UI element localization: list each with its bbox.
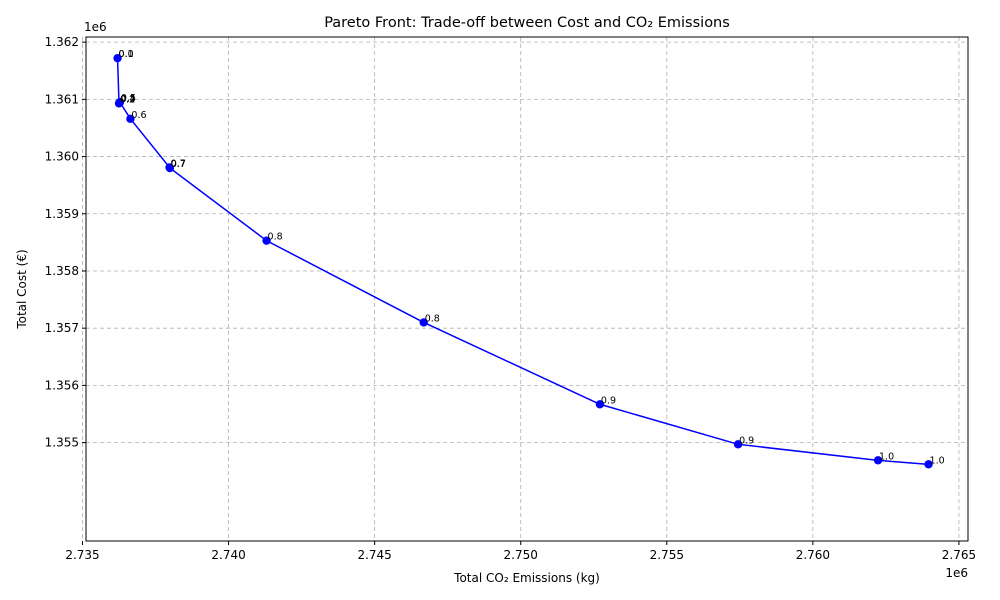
annotations: 0.10.00.20.30.40.50.60.70.70.80.80.90.91… [119,49,945,466]
data-point [113,53,122,63]
data-point [595,400,605,409]
point-annotation: 0.2 [120,94,135,105]
x-tick-label: 2.745 [357,548,391,562]
x-tick-label: 2.755 [650,548,684,562]
data-point [262,236,271,245]
x-tick-label: 2.765 [942,548,976,562]
x-tick-label: 2.750 [504,548,538,562]
y-axis-offset-text: 1e6 [84,20,107,34]
point-annotation: 0.6 [131,110,146,121]
y-tick-label: 1.355 [45,436,79,450]
y-tick-label: 1.357 [45,321,79,335]
x-axis-offset-text: 1e6 [945,566,968,580]
x-tick-label: 2.760 [796,548,830,562]
data-point [873,456,883,465]
point-annotation: 0.3 [120,94,135,105]
y-tick-label: 1.362 [45,35,79,49]
series [113,53,933,469]
y-tick-label: 1.359 [45,207,79,221]
point-annotation: 0.1 [119,49,134,60]
y-tick-label: 1.358 [45,264,79,278]
ticks: 2.735 2.740 2.745 2.750 2.755 2.760 2.765 1.355… [45,35,976,562]
y-axis-label: Total Cost (€) [15,249,29,329]
point-annotation: 0.5 [121,93,136,104]
point-annotation: 0.7 [171,158,186,169]
point-annotation: 0.9 [601,395,616,406]
data-point [419,318,428,327]
point-annotation: 0.8 [425,313,440,324]
chart-title: Pareto Front: Trade-off between Cost and… [324,15,730,31]
point-annotation: 1.0 [930,455,945,466]
point-annotation: 1.0 [879,451,894,462]
data-point [115,98,125,107]
data-point [126,114,135,124]
x-tick-label: 2.740 [211,548,245,562]
y-tick-label: 1.361 [45,92,79,106]
plot-frame [85,36,969,542]
point-annotation: 0.8 [268,232,283,243]
data-point [733,440,743,449]
y-tick-label: 1.356 [45,378,79,392]
data-point [924,460,933,469]
x-tick-label: 2.735 [65,548,99,562]
point-annotation: 0.7 [171,159,186,170]
grid [82,37,968,541]
y-tick-label: 1.360 [45,150,79,164]
point-annotation: 0.4 [121,94,136,105]
data-point [165,163,175,173]
x-axis-label: Total CO₂ Emissions (kg) [453,571,600,585]
point-annotation: 0.0 [119,49,134,60]
point-annotation: 0.9 [739,435,754,446]
